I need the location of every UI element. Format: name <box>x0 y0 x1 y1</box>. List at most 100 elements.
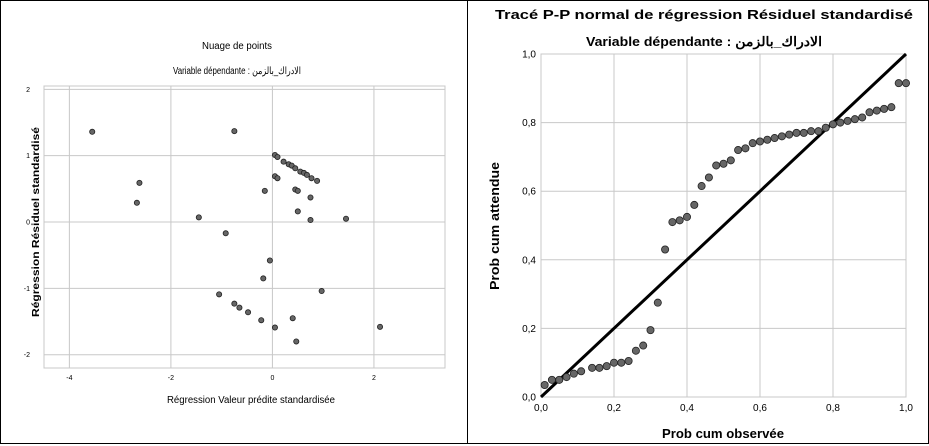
data-point <box>646 326 655 335</box>
data-point <box>260 275 267 282</box>
data-point <box>828 120 837 129</box>
data-point <box>569 369 578 378</box>
chart-title: Tracé P-P normal de régression Résiduel … <box>495 7 913 22</box>
data-point <box>763 135 772 144</box>
data-points <box>540 79 910 389</box>
data-point <box>668 218 677 227</box>
data-point <box>719 159 728 168</box>
y-tick-label: -1 <box>24 286 30 293</box>
data-point <box>577 367 586 376</box>
data-point <box>133 199 140 206</box>
data-point <box>231 300 238 307</box>
y-axis-label: Régression Résiduel standardisé <box>31 126 42 317</box>
data-point <box>682 212 691 221</box>
data-point <box>777 132 786 141</box>
data-point <box>292 165 299 172</box>
data-point <box>726 156 735 165</box>
y-axis-label: Prob cum attendue <box>487 162 502 290</box>
pp-plot-chart: Tracé P-P normal de régression Résiduel … <box>487 7 913 441</box>
data-point <box>231 128 238 135</box>
data-point <box>377 323 384 330</box>
data-point <box>734 146 743 155</box>
scatter-chart: Nuage de points Variable dépendante : ال… <box>24 41 446 406</box>
data-point <box>136 179 143 186</box>
data-point <box>274 153 281 160</box>
plot-frame <box>540 53 907 398</box>
plot-frame <box>43 85 446 369</box>
data-point <box>836 118 845 127</box>
y-tick-label: 0,0 <box>522 393 536 404</box>
y-tick-label: -2 <box>24 352 30 359</box>
data-point <box>865 108 874 117</box>
x-tick-label: -4 <box>66 375 72 382</box>
data-point <box>858 113 867 122</box>
y-tick-label: 2 <box>26 87 30 94</box>
y-tick-label: 0,2 <box>522 324 536 335</box>
data-point <box>89 128 96 135</box>
data-point <box>562 373 571 382</box>
data-point <box>690 200 699 209</box>
pp-plot-panel: Tracé P-P normal de régression Résiduel … <box>467 0 929 444</box>
data-point <box>258 317 265 324</box>
data-point <box>872 106 881 115</box>
data-point <box>617 358 626 367</box>
data-point <box>222 230 229 237</box>
y-tick-label: 0,8 <box>522 118 536 129</box>
tick-labels: 0,0 0,2 0,4 0,6 0,8 1,0 0,0 0,2 0,4 0,6 0,8 1,0 <box>522 50 913 415</box>
x-tick-label: -2 <box>168 375 174 382</box>
data-point <box>314 177 321 184</box>
data-point <box>274 175 281 182</box>
data-point <box>770 134 779 143</box>
y-tick-label: 0,6 <box>522 187 536 198</box>
data-point <box>195 214 202 221</box>
x-tick-label: 0,8 <box>826 403 840 414</box>
data-point <box>843 116 852 125</box>
y-tick-label: 0,4 <box>522 255 536 266</box>
data-point <box>704 173 713 182</box>
x-axis-label: Prob cum observée <box>662 426 784 441</box>
data-point <box>293 338 300 345</box>
data-point <box>741 144 750 153</box>
scatter-panel: Nuage de points Variable dépendante : ال… <box>0 0 468 444</box>
data-point <box>318 288 325 295</box>
data-point <box>343 215 350 222</box>
data-point <box>821 123 830 132</box>
data-point <box>280 158 287 165</box>
data-point <box>555 375 564 384</box>
data-point <box>661 245 670 254</box>
data-point <box>807 127 816 136</box>
data-point <box>303 171 310 178</box>
data-point <box>631 346 640 355</box>
data-point <box>261 187 268 194</box>
data-point <box>850 115 859 124</box>
data-point <box>294 187 301 194</box>
data-point <box>814 127 823 136</box>
data-point <box>236 304 243 311</box>
y-tick-label: 1 <box>26 153 30 160</box>
data-point <box>588 363 597 372</box>
data-point <box>216 291 223 298</box>
data-point <box>602 362 611 371</box>
data-point <box>880 104 889 113</box>
data-point <box>266 257 273 264</box>
reference-line <box>539 52 908 399</box>
x-axis-label: Régression Valeur prédite standardisée <box>167 395 335 406</box>
data-point <box>712 161 721 170</box>
x-tick-label: 1,0 <box>899 403 913 414</box>
grid <box>44 86 445 368</box>
data-point <box>639 341 648 350</box>
data-point <box>245 309 252 316</box>
data-point <box>609 358 618 367</box>
x-tick-label: 0,6 <box>753 403 767 414</box>
x-tick-label: 0,4 <box>680 403 694 414</box>
data-point <box>697 182 706 191</box>
data-point <box>307 217 314 224</box>
data-point <box>755 137 764 146</box>
chart-title: Nuage de points <box>202 41 272 52</box>
chart-subtitle: Variable dépendante : الادراك_بالزمن <box>173 66 301 77</box>
data-points <box>89 128 384 345</box>
data-point <box>595 363 604 372</box>
data-point <box>887 103 896 112</box>
x-tick-label: 0,0 <box>534 403 548 414</box>
data-point <box>540 380 549 389</box>
